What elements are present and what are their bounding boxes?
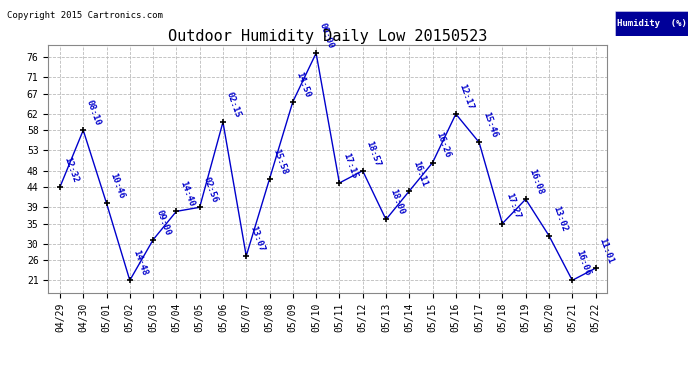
Text: 16:08: 16:08 (528, 168, 545, 196)
Text: 15:58: 15:58 (271, 147, 289, 176)
Text: 18:00: 18:00 (388, 188, 406, 216)
Text: 16:26: 16:26 (435, 131, 452, 159)
Text: 10:46: 10:46 (108, 172, 126, 200)
Text: 12:32: 12:32 (62, 155, 79, 184)
Text: 09:00: 09:00 (155, 208, 172, 237)
Text: 13:07: 13:07 (248, 224, 266, 253)
Text: 18:57: 18:57 (364, 139, 382, 168)
Title: Outdoor Humidity Daily Low 20150523: Outdoor Humidity Daily Low 20150523 (168, 29, 487, 44)
Text: 11:01: 11:01 (598, 237, 615, 265)
Text: 13:02: 13:02 (551, 204, 569, 232)
Text: 17:15: 17:15 (342, 152, 359, 180)
Text: Humidity  (%): Humidity (%) (617, 19, 687, 28)
Text: 15:46: 15:46 (481, 111, 499, 139)
Text: 08:10: 08:10 (85, 99, 103, 127)
Text: 02:56: 02:56 (201, 176, 219, 204)
Text: 17:27: 17:27 (504, 192, 522, 220)
Text: Copyright 2015 Cartronics.com: Copyright 2015 Cartronics.com (7, 11, 163, 20)
Text: 00:00: 00:00 (318, 21, 335, 50)
Text: 14:40: 14:40 (178, 180, 196, 208)
Text: 12:17: 12:17 (457, 82, 475, 111)
Text: 14:50: 14:50 (295, 70, 313, 99)
Text: 16:06: 16:06 (574, 249, 592, 277)
Text: 02:15: 02:15 (225, 90, 242, 119)
Text: 16:11: 16:11 (411, 159, 428, 188)
Text: 14:48: 14:48 (132, 249, 149, 277)
